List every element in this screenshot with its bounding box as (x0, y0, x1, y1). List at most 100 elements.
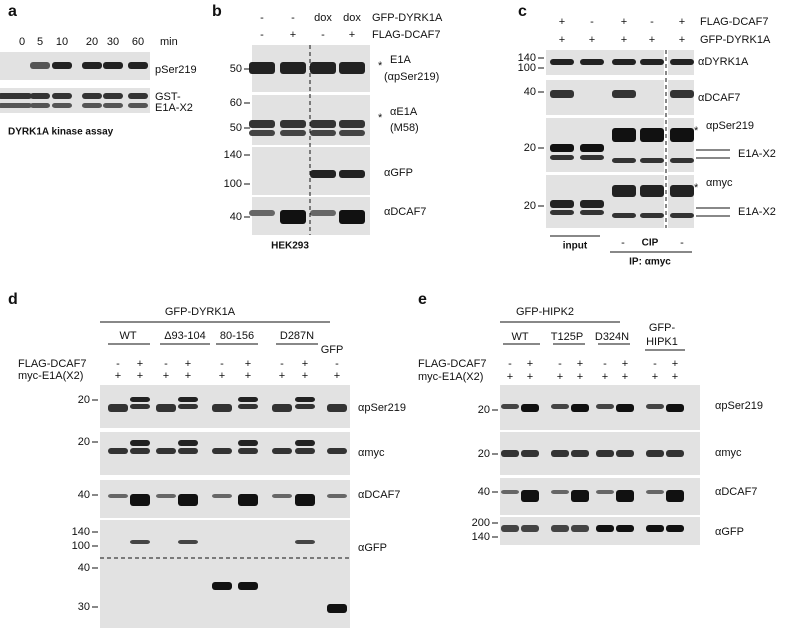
band (550, 90, 574, 98)
label: WT (511, 331, 528, 343)
band (249, 62, 275, 74)
band (551, 490, 569, 494)
label: - (621, 237, 625, 249)
band (156, 404, 176, 412)
band (646, 404, 664, 409)
band (327, 494, 347, 498)
band (670, 128, 694, 142)
blot (668, 175, 694, 228)
label: - (590, 16, 594, 28)
label: Δ93-104 (164, 330, 206, 342)
label: HEK293 (271, 241, 309, 252)
label: 30 (107, 36, 119, 48)
label: αDCAF7 (358, 489, 400, 501)
band (249, 120, 275, 128)
band (178, 494, 198, 506)
label: DYRK1A kinase assay (8, 127, 114, 138)
band (612, 158, 636, 163)
label: + (559, 16, 565, 28)
band (616, 490, 634, 502)
marker-label: 20 (478, 448, 490, 460)
marker-label: 40 (524, 86, 536, 98)
band (670, 185, 694, 197)
band (550, 210, 574, 215)
label: min (160, 36, 178, 48)
label: - (260, 29, 264, 41)
blot (668, 118, 694, 172)
label: FLAG-DCAF7 (418, 358, 486, 370)
band (571, 490, 589, 502)
label: GFP- (649, 322, 676, 334)
band (612, 185, 636, 197)
band (646, 490, 664, 494)
band (130, 440, 150, 446)
label: αpSer219 (358, 402, 406, 414)
band (238, 582, 258, 590)
band (295, 440, 315, 446)
marker-label: 20 (478, 404, 490, 416)
band (580, 144, 604, 152)
band (130, 404, 150, 409)
band (295, 494, 315, 506)
label: + (622, 358, 628, 370)
band (178, 448, 198, 454)
band (612, 90, 636, 98)
band (310, 210, 336, 216)
band (501, 490, 519, 494)
panel-label: a (8, 3, 17, 20)
band (551, 404, 569, 409)
marker-label: 200 (472, 517, 490, 529)
band (521, 490, 539, 502)
band (52, 62, 72, 69)
band (646, 525, 664, 532)
marker-label: 20 (78, 394, 90, 406)
label: - (116, 358, 120, 370)
label: + (290, 29, 296, 41)
label: - (508, 358, 512, 370)
label: + (577, 358, 583, 370)
label: αmyc (706, 177, 733, 189)
band (108, 404, 128, 412)
label: αDCAF7 (384, 206, 426, 218)
label: αDCAF7 (715, 486, 757, 498)
label: T125P (551, 331, 583, 343)
band (128, 103, 148, 108)
label: E1A-X2 (155, 102, 193, 114)
band (52, 93, 72, 99)
marker-label: 40 (78, 562, 90, 574)
label: - (321, 29, 325, 41)
label: + (507, 371, 513, 383)
band (52, 103, 72, 108)
band (103, 103, 123, 108)
label: pSer219 (155, 64, 197, 76)
band (571, 450, 589, 457)
band (666, 404, 684, 412)
band (30, 93, 50, 99)
band (272, 404, 292, 412)
band (551, 525, 569, 532)
band (272, 448, 292, 454)
band (82, 62, 102, 69)
band (178, 540, 198, 544)
band (130, 494, 150, 506)
label: + (621, 34, 627, 46)
asterisk: * (378, 60, 383, 72)
marker-label: 50 (230, 122, 242, 134)
blot (100, 520, 350, 628)
band (30, 62, 50, 69)
label: - (558, 358, 562, 370)
label: GFP (321, 344, 344, 356)
label: FLAG-DCAF7 (18, 358, 86, 370)
label: + (559, 34, 565, 46)
band (128, 93, 148, 99)
asterisk: * (694, 125, 699, 137)
label: + (185, 358, 191, 370)
band (550, 59, 574, 65)
label: - (280, 358, 284, 370)
label: αGFP (358, 542, 387, 554)
band (339, 62, 365, 74)
label: GFP-HIPK2 (516, 306, 574, 318)
label: 5 (37, 36, 43, 48)
label: αpSer219 (715, 400, 763, 412)
